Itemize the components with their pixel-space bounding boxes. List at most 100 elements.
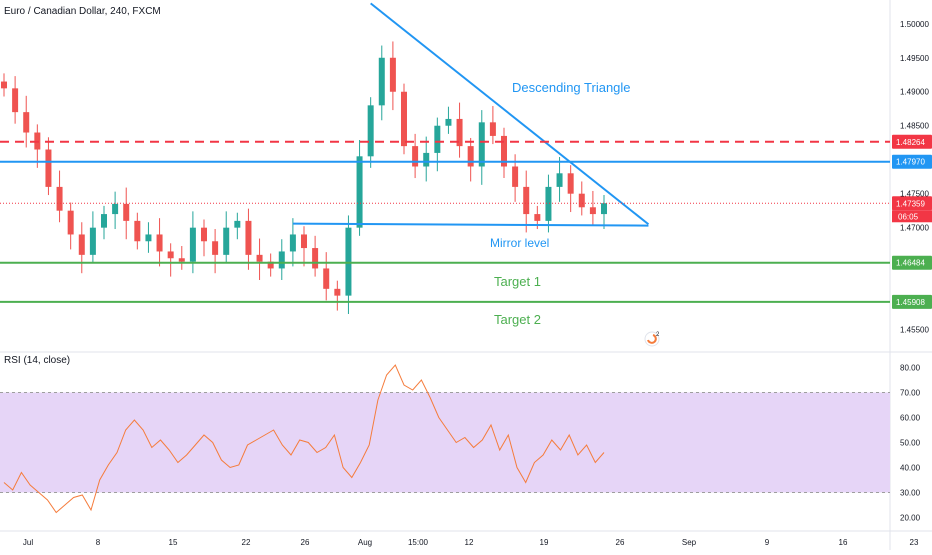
countdown-tag [892,210,932,223]
rsi-tick-label: 20.00 [900,514,921,523]
candle-body [67,210,74,235]
time-tick-label: 9 [765,538,770,547]
time-tick-label: 15:00 [408,538,429,547]
candle-body [245,220,252,255]
chart-annotation[interactable]: Mirror level [490,236,549,250]
time-tick-label: 8 [96,538,101,547]
candle-body [367,105,374,157]
candle-body [312,248,319,269]
candle-body [301,234,307,249]
candle-body [189,227,196,262]
candle-body [478,122,485,167]
candle-body [223,227,230,255]
candle-body [345,227,352,296]
candle-body [267,261,274,269]
candle-body [589,207,596,215]
candle-body [89,227,96,255]
chart-title: Euro / Canadian Dollar, 240, FXCM [4,6,161,17]
candle-body [112,203,119,215]
candle-body [423,152,430,167]
time-tick-label: Jul [23,538,33,547]
price-tick-label: 1.47500 [900,190,929,199]
candle-body [334,288,341,296]
tradingview-badge-icon[interactable]: 2 [644,331,660,347]
candle-body [356,156,363,228]
candle-body [556,173,563,187]
candle-body [401,91,407,147]
price-level-tag [892,255,932,270]
time-tick-label: Sep [682,538,697,547]
price-tick-label: 1.47000 [900,224,929,233]
rsi-title: RSI (14, close) [4,355,70,366]
triangle-upper-trendline[interactable] [370,2,650,226]
price-level-tag-text: 1.45908 [896,298,925,307]
chart-annotation[interactable]: Target 2 [494,312,541,327]
candle-body [445,118,452,126]
candle-body [78,234,85,255]
time-tick-label: 19 [540,538,549,547]
candle-body [489,122,496,136]
candle-body [545,186,552,221]
price-level-tag-text: 1.47970 [896,158,925,167]
price-tick-label: 1.50000 [900,20,929,29]
candle-body [45,149,52,187]
time-tick-label: 26 [616,538,625,547]
price-level-tag [892,134,932,149]
candle-body [412,146,419,167]
rsi-line[interactable] [3,364,605,514]
price-tick-label: 1.49000 [900,88,929,97]
candle-body [567,173,574,194]
candle-body [145,234,152,242]
rsi-tick-label: 80.00 [900,364,921,373]
candle-body [578,193,585,208]
price-level-tag-text: 1.46484 [896,259,925,268]
candle-body [278,251,285,269]
time-tick-label: 23 [910,538,919,547]
time-tick-label: 22 [242,538,251,547]
price-level-tag-text: 1.47359 [896,199,925,208]
candle-body [178,258,185,262]
price-level-tag-text: 1.48264 [896,138,925,147]
rsi-tick-label: 70.00 [900,389,921,398]
rsi-band [0,392,890,493]
candle-body [1,81,7,89]
time-tick-label: 15 [169,538,178,547]
price-level-tag [892,294,932,309]
candle-body [601,203,607,215]
candle-body [512,166,519,187]
rsi-tick-label: 60.00 [900,414,921,423]
candle-body [101,214,107,228]
candle-body [123,203,130,221]
price-level-tag [892,196,932,211]
candle-body [212,241,219,255]
chart-annotation[interactable]: Target 1 [494,274,541,289]
countdown-tag-text: 06:05 [898,212,919,221]
svg-text:2: 2 [656,332,660,338]
mirror-level-line[interactable] [292,222,649,227]
price-level-tag [892,154,932,169]
candle-body [12,88,19,113]
time-tick-label: 16 [839,538,848,547]
candle-body [323,268,330,289]
price-tick-label: 1.49500 [900,54,929,63]
candle-body [167,251,174,259]
candle-body [289,234,296,252]
chart-annotation[interactable]: Descending Triangle [512,80,631,95]
rsi-tick-label: 40.00 [900,464,921,473]
candle-body [56,186,63,211]
time-tick-label: Aug [358,538,372,547]
candle-body [378,57,385,106]
price-tick-label: 1.45500 [900,326,929,335]
price-tick-label: 1.48500 [900,122,929,131]
candle-body [201,227,207,242]
candle-body [467,146,474,167]
candle-body [523,186,530,215]
candle-body [534,214,541,221]
time-tick-label: 26 [301,538,310,547]
candle-body [456,118,463,147]
rsi-tick-label: 30.00 [900,489,921,498]
candle-body [23,112,30,133]
candle-body [389,57,396,92]
